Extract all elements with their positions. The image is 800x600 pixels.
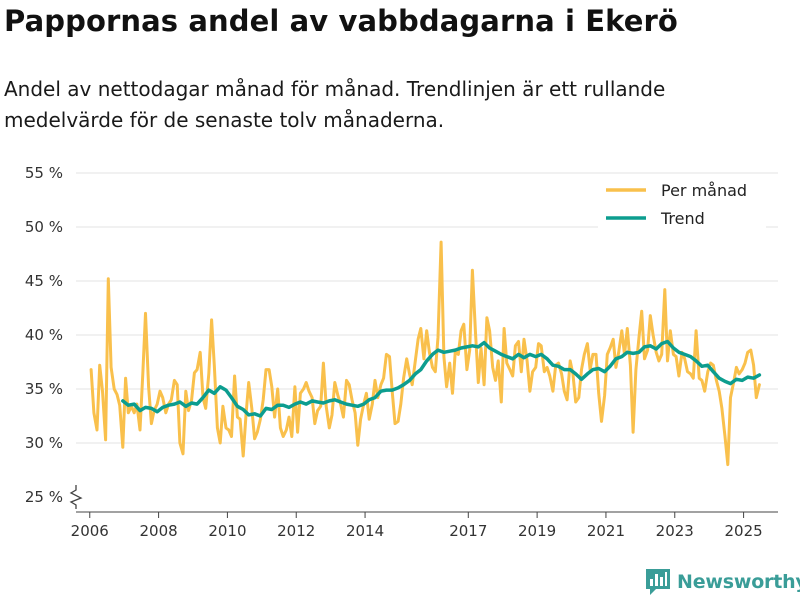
- y-tick-label-50: 50 %: [25, 218, 63, 236]
- x-tick-label-2014: 2014: [346, 522, 384, 540]
- x-tick-label-2008: 2008: [139, 522, 177, 540]
- axis-break-symbol: [69, 485, 83, 509]
- y-tick-label-25: 25 %: [25, 488, 63, 506]
- series-line-trend: [121, 339, 762, 418]
- x-tick-label-2025: 2025: [724, 522, 762, 540]
- chart-subtitle: Andel av nettodagar månad för månad. Tre…: [4, 77, 666, 132]
- chart-title: Pappornas andel av vabbdagarna i Ekerö: [4, 4, 678, 38]
- y-tick-label-35: 35 %: [25, 380, 63, 398]
- x-tick-label-2019: 2019: [518, 522, 556, 540]
- axes: 25 % 30 % 35 % 40 % 45 % 50 % 55 % 2006 2008 2010…: [25, 164, 778, 540]
- legend: Per månad Trend: [598, 176, 766, 228]
- series-lines: [89, 240, 762, 467]
- x-tick-label-2017: 2017: [449, 522, 487, 540]
- x-tick-label-2021: 2021: [587, 522, 625, 540]
- y-tick-label-40: 40 %: [25, 326, 63, 344]
- y-tick-label-45: 45 %: [25, 272, 63, 290]
- line-chart: 25 % 30 % 35 % 40 % 45 % 50 % 55 % 2006 2008 2010…: [25, 164, 778, 540]
- brand-name: Newsworthy: [677, 571, 800, 593]
- x-tick-label-2010: 2010: [208, 522, 246, 540]
- newsworthy-logo[interactable]: Newsworthy: [646, 568, 800, 596]
- series-line-per-manad: [89, 240, 761, 467]
- bar-chart-icon: [646, 569, 670, 595]
- x-tick-label-2006: 2006: [71, 522, 109, 540]
- legend-label-0: Per månad: [661, 181, 747, 200]
- y-tick-label-55: 55 %: [25, 164, 63, 182]
- x-tick-label-2012: 2012: [277, 522, 315, 540]
- y-tick-label-30: 30 %: [25, 434, 63, 452]
- legend-label-1: Trend: [660, 209, 705, 228]
- x-tick-label-2023: 2023: [656, 522, 694, 540]
